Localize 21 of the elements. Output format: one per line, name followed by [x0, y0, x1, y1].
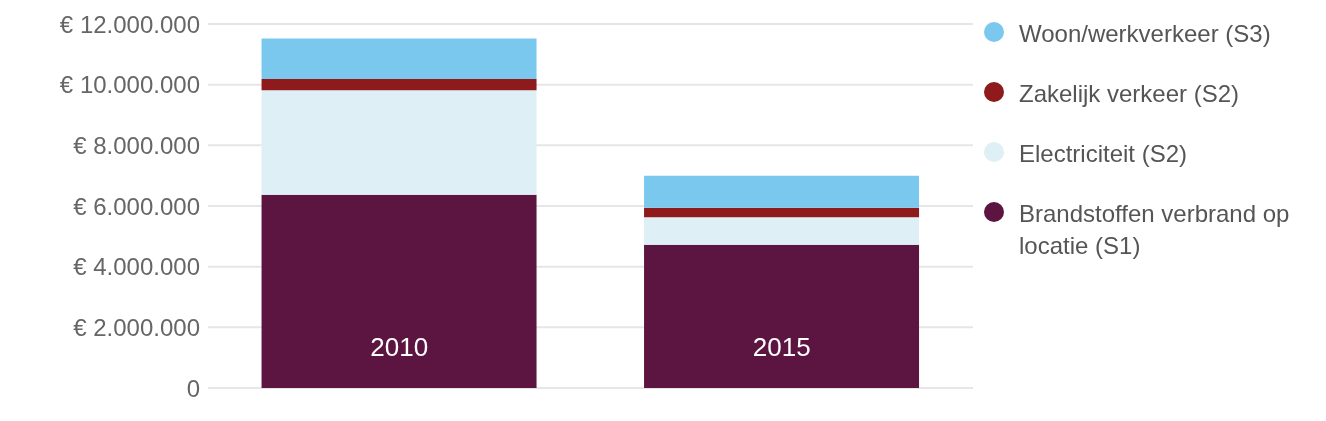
bar — [261, 78, 537, 91]
y-tick-label: € 12.000.000 — [59, 10, 200, 38]
y-tick-label: € 8.000.000 — [73, 131, 200, 159]
legend-label: Brandstoffen verbrand op locatie (S1) — [1019, 199, 1291, 261]
y-tick-label: € 6.000.000 — [73, 192, 200, 220]
bar — [644, 244, 920, 388]
x-tick-label: 2015 — [752, 332, 811, 362]
x-tick-label: 2010 — [370, 332, 429, 362]
bar — [261, 38, 537, 79]
y-tick-label: € 2.000.000 — [73, 313, 200, 341]
legend-label: Electriciteit (S2) — [1019, 139, 1188, 169]
bar — [261, 194, 537, 388]
bar — [644, 175, 920, 208]
y-tick-label: € 4.000.000 — [73, 253, 200, 281]
bar — [644, 207, 920, 218]
bar — [261, 90, 537, 195]
y-tick-label: € 10.000.000 — [59, 71, 200, 99]
bar — [644, 217, 920, 245]
y-tick-label: 0 — [186, 374, 200, 402]
legend-label: Woon/werkverkeer (S3) — [1019, 19, 1271, 49]
legend-label: Zakelijk verkeer (S2) — [1019, 79, 1240, 109]
